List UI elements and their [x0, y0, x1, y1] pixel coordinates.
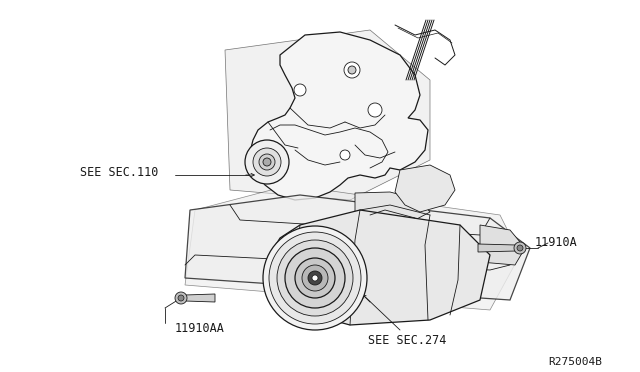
- Polygon shape: [395, 165, 455, 212]
- Circle shape: [368, 103, 382, 117]
- Circle shape: [517, 245, 523, 251]
- Circle shape: [295, 258, 335, 298]
- Circle shape: [259, 154, 275, 170]
- Circle shape: [245, 140, 289, 184]
- Polygon shape: [480, 225, 525, 265]
- Text: R275004B: R275004B: [548, 357, 602, 367]
- Text: 11910A: 11910A: [535, 237, 578, 250]
- Circle shape: [348, 66, 356, 74]
- Circle shape: [344, 62, 360, 78]
- Circle shape: [340, 150, 350, 160]
- Polygon shape: [185, 195, 530, 300]
- Circle shape: [263, 158, 271, 166]
- Polygon shape: [185, 185, 520, 310]
- Circle shape: [178, 295, 184, 301]
- Circle shape: [514, 242, 526, 254]
- Circle shape: [175, 292, 187, 304]
- Text: SEE SEC.110: SEE SEC.110: [80, 166, 158, 179]
- Circle shape: [308, 271, 322, 285]
- Circle shape: [285, 248, 345, 308]
- Circle shape: [253, 148, 281, 176]
- Polygon shape: [225, 30, 430, 200]
- Polygon shape: [478, 244, 516, 252]
- Polygon shape: [268, 210, 490, 325]
- Circle shape: [312, 275, 318, 281]
- Circle shape: [263, 226, 367, 330]
- Polygon shape: [250, 32, 428, 200]
- Polygon shape: [185, 294, 215, 302]
- Polygon shape: [355, 192, 430, 220]
- Circle shape: [302, 265, 328, 291]
- Circle shape: [277, 240, 353, 316]
- Text: 11910AA: 11910AA: [175, 321, 225, 334]
- Text: SEE SEC.274: SEE SEC.274: [368, 334, 446, 346]
- Circle shape: [294, 84, 306, 96]
- Circle shape: [269, 232, 361, 324]
